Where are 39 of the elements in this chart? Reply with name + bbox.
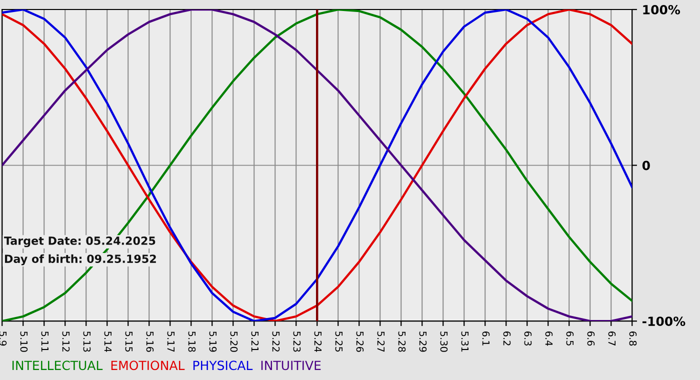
x-tick-label: 5.30 [440,332,448,352]
x-tick-label: 5.13 [83,332,91,352]
x-tick-label: 5.22 [272,332,280,352]
x-tick-label: 5.31 [461,332,469,352]
x-tick-label: 5.28 [398,332,406,352]
x-tick-label: 5.11 [41,332,49,352]
x-tick-label: 5.10 [20,332,28,352]
annotation: Day of birth: 09.25.1952 [5,254,156,266]
y-tick-label: 100% [643,4,680,14]
x-tick-label: 6.3 [524,332,532,346]
x-tick-label: 5.21 [251,332,259,352]
x-tick-label: 5.24 [314,332,322,352]
text: EMOTIONAL [111,360,185,370]
text: PHYSICAL [193,360,253,370]
x-tick-label: 5.15 [125,332,133,352]
y-tick-label: 0 [642,160,650,170]
x-tick-label: 6.7 [608,332,616,346]
x-tick-label: 6.2 [503,332,511,346]
x-tick-label: 5.25 [335,332,343,352]
x-tick-label: 5.20 [230,332,238,352]
annotation: Target Date: 05.24.2025 [4,236,156,248]
x-tick-label: 5.12 [62,332,70,352]
x-tick-label: 6.4 [545,332,553,346]
x-tick-label: 5.26 [356,332,364,352]
x-tick-label: 6.5 [566,332,574,346]
x-tick-label: 5.17 [167,332,175,352]
x-tick-label: 6.1 [482,332,490,346]
x-tick-label: 6.8 [629,332,637,346]
x-tick-label: 5.18 [188,332,196,352]
x-tick-label: 5.14 [104,332,112,352]
x-tick-label: 5.23 [293,332,301,352]
x-tick-label: 6.6 [587,332,595,346]
x-tick-label: 5.16 [146,332,154,352]
x-tick-label: 5.27 [377,332,385,352]
x-tick-label: 5.29 [419,332,427,352]
text: INTELLECTUAL [12,360,103,370]
text: INTUITIVE [261,360,321,370]
y-tick-label: -100% [642,316,686,326]
x-tick-label: 5.19 [209,332,217,352]
